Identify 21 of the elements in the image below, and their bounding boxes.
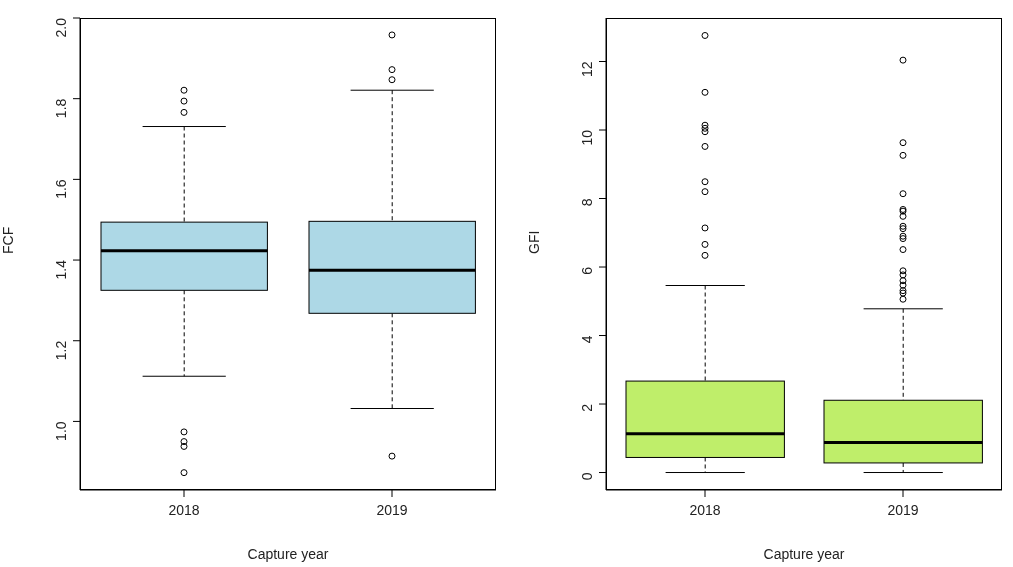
y-tick-label: 1.8 <box>52 98 69 119</box>
y-tick-label: 10 <box>578 129 595 146</box>
x-tick-label: 2018 <box>689 501 721 518</box>
y-tick-label: 8 <box>578 198 595 207</box>
x-tick-label: 2018 <box>168 501 200 518</box>
y-tick-label: 6 <box>578 266 595 275</box>
y-axis-title: GFI <box>525 230 542 254</box>
y-tick-label: 1.0 <box>52 421 69 441</box>
x-tick-label: 2019 <box>376 501 408 518</box>
y-tick-label: 1.4 <box>52 259 69 280</box>
y-tick-label: 1.6 <box>52 179 69 199</box>
y-tick-label: 0 <box>578 472 595 481</box>
x-tick-label: 2019 <box>887 501 919 518</box>
x-axis-title: Capture year <box>763 546 845 562</box>
y-tick-label: 12 <box>578 61 595 78</box>
y-axis-title: FCF <box>0 226 16 254</box>
y-tick-label: 2 <box>578 403 595 412</box>
x-axis-title: Capture year <box>247 546 329 562</box>
y-tick-label: 2.0 <box>52 17 69 38</box>
y-tick-label: 4 <box>578 335 595 344</box>
y-tick-label: 1.2 <box>52 340 69 361</box>
